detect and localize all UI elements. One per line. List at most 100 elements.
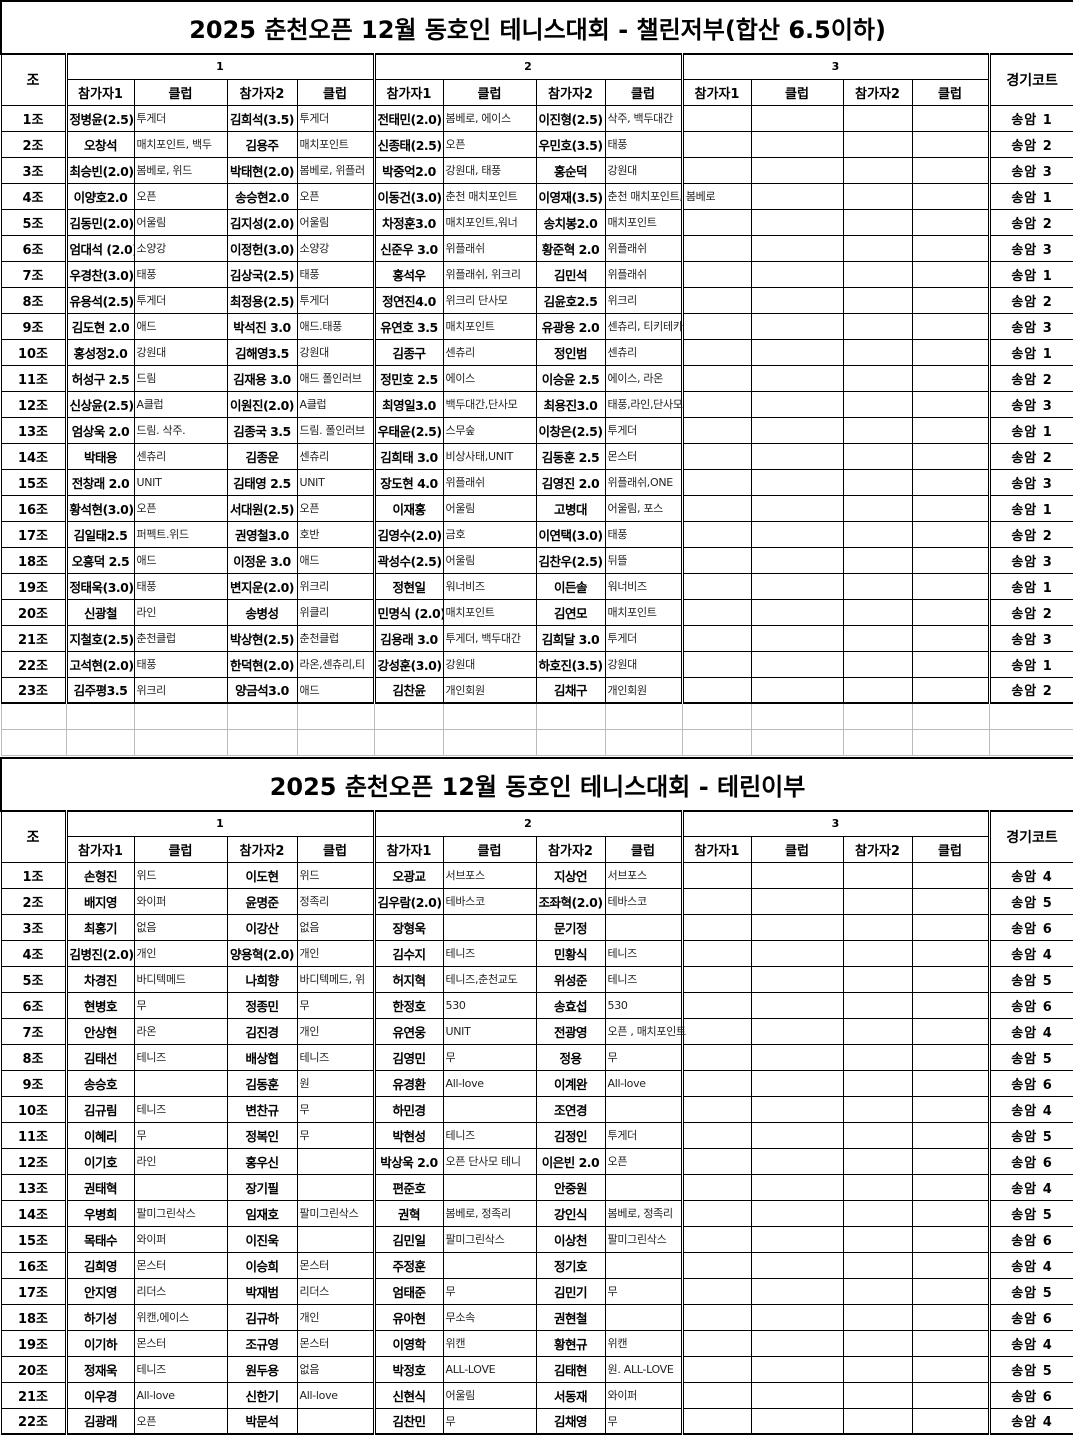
club-cell[interactable]: 투게더 (296, 286, 376, 314)
participant-cell[interactable]: 권혁 (372, 1199, 444, 1227)
club-cell[interactable]: 개인 (296, 1017, 376, 1045)
club-cell[interactable]: All-love (442, 1069, 537, 1097)
empty-group3-cell[interactable] (680, 312, 752, 340)
club-cell[interactable]: 매치포인트 (296, 130, 376, 158)
court-cell[interactable]: 송암 5 (988, 1199, 1073, 1227)
club-cell[interactable]: 드림. 폴인러브 (296, 416, 376, 444)
club-cell[interactable]: 오픈 (133, 1407, 228, 1435)
club-cell[interactable]: 테니즈 (604, 939, 684, 967)
empty-cell[interactable] (681, 728, 752, 756)
participant-cell[interactable]: 이승윤 2.5 (535, 364, 606, 392)
participant-cell[interactable]: 이기하 (64, 1329, 135, 1357)
court-cell[interactable]: 송암 2 (988, 598, 1073, 626)
club-cell[interactable] (296, 1147, 376, 1175)
club-cell[interactable]: UNIT (133, 468, 228, 496)
participant-cell[interactable]: 김종구 (372, 338, 444, 366)
empty-group3-cell[interactable] (842, 1329, 913, 1357)
club-cell[interactable] (604, 1095, 684, 1123)
participant-cell[interactable]: 안중원 (535, 1173, 606, 1201)
club-cell[interactable]: UNIT (296, 468, 376, 496)
empty-cell[interactable] (133, 728, 228, 756)
court-cell[interactable]: 송암 4 (988, 1017, 1073, 1045)
participant-cell[interactable]: 김지성(2.0) (226, 208, 298, 236)
participant-cell[interactable]: 우병희 (64, 1199, 135, 1227)
participant-cell[interactable]: 김광래 (64, 1407, 135, 1435)
participant-cell[interactable]: 이기호 (64, 1147, 135, 1175)
empty-group3-cell[interactable] (750, 182, 844, 210)
empty-cell[interactable] (988, 728, 1073, 756)
club-cell[interactable]: 강원대 (442, 650, 537, 678)
participant-cell[interactable]: 차경진 (64, 965, 135, 993)
empty-group3-cell[interactable] (680, 676, 752, 704)
participant-cell[interactable]: 권영철3.0 (226, 520, 298, 548)
court-cell[interactable]: 송암 4 (988, 1251, 1073, 1279)
club-cell[interactable]: 백두대간,단사모 (442, 390, 537, 418)
club-cell[interactable]: 투게더 (296, 104, 376, 132)
participant-cell[interactable]: 김상국(2.5) (226, 260, 298, 288)
empty-group3-cell[interactable] (842, 572, 913, 600)
court-cell[interactable]: 송암 4 (988, 861, 1073, 889)
empty-group3-cell[interactable] (750, 624, 844, 652)
empty-group3-cell[interactable] (680, 338, 752, 366)
empty-group3-cell[interactable] (680, 1173, 752, 1201)
club-cell[interactable]: 어울림, 포스 (604, 494, 684, 522)
court-cell[interactable]: 송암 1 (988, 494, 1073, 522)
club-cell[interactable]: 위플래쉬 (604, 234, 684, 262)
club-cell[interactable]: 태풍 (133, 572, 228, 600)
club-cell[interactable]: 오픈 단사모 테니 (442, 1147, 537, 1175)
participant-cell[interactable]: 한덕현(2.0) (226, 650, 298, 678)
empty-group3-cell[interactable] (750, 1147, 844, 1175)
participant-cell[interactable]: 최영일3.0 (372, 390, 444, 418)
court-cell[interactable]: 송암 4 (988, 1173, 1073, 1201)
club-cell[interactable]: 투게더 (604, 624, 684, 652)
empty-group3-cell[interactable] (842, 494, 913, 522)
club-cell[interactable]: 무 (604, 1043, 684, 1071)
empty-group3-cell[interactable] (842, 286, 913, 314)
club-cell[interactable]: 몬스터 (604, 442, 684, 470)
participant-cell[interactable]: 김주평3.5 (64, 676, 135, 704)
empty-group3-cell[interactable] (680, 442, 752, 470)
empty-cell[interactable] (0, 728, 67, 756)
club-cell[interactable]: 매치포인트 (442, 312, 537, 340)
empty-group3-cell[interactable] (680, 286, 752, 314)
participant-cell[interactable]: 배지영 (64, 887, 135, 915)
participant-cell[interactable]: 권현철 (535, 1303, 606, 1331)
participant-cell[interactable]: 김용래 3.0 (372, 624, 444, 652)
club-cell[interactable]: 오픈 (133, 494, 228, 522)
court-cell[interactable]: 송암 2 (988, 676, 1073, 704)
participant-cell[interactable]: 이상천 (535, 1225, 606, 1253)
participant-cell[interactable]: 오창석 (64, 130, 135, 158)
participant-cell[interactable]: 김종국 3.5 (226, 416, 298, 444)
participant-cell[interactable]: 송승현2.0 (226, 182, 298, 210)
club-cell[interactable]: 소양강 (133, 234, 228, 262)
empty-group3-cell[interactable] (842, 208, 913, 236)
empty-group3-cell[interactable] (911, 1173, 991, 1201)
club-cell[interactable]: 개인회원 (442, 676, 537, 704)
participant-cell[interactable]: 신광철 (64, 598, 135, 626)
empty-group3-cell[interactable] (911, 1277, 991, 1305)
club-cell[interactable]: 위캔,에이스 (133, 1303, 228, 1331)
empty-group3-cell[interactable] (680, 234, 752, 262)
participant-cell[interactable]: 신준우 3.0 (372, 234, 444, 262)
club-cell[interactable]: 개인 (296, 939, 376, 967)
empty-group3-cell[interactable] (911, 520, 991, 548)
empty-group3-cell[interactable] (680, 156, 752, 184)
participant-cell[interactable]: 전태민(2.0) (372, 104, 444, 132)
participant-cell[interactable]: 허성구 2.5 (64, 364, 135, 392)
empty-group3-cell[interactable] (750, 494, 844, 522)
court-cell[interactable]: 송암 3 (988, 390, 1073, 418)
club-cell[interactable]: All-love (296, 1381, 376, 1409)
empty-group3-cell[interactable] (680, 991, 752, 1019)
empty-cell[interactable] (226, 702, 298, 730)
participant-cell[interactable]: 문기정 (535, 913, 606, 941)
participant-cell[interactable]: 고병대 (535, 494, 606, 522)
empty-group3-cell[interactable] (842, 1199, 913, 1227)
empty-group3-cell[interactable] (842, 312, 913, 340)
participant-cell[interactable]: 지철호(2.5) (64, 624, 135, 652)
club-cell[interactable]: 강원대, 태풍 (442, 156, 537, 184)
empty-cell[interactable] (296, 702, 375, 730)
participant-cell[interactable]: 이우경 (64, 1381, 135, 1409)
participant-cell[interactable]: 지상언 (535, 861, 606, 889)
participant-cell[interactable]: 이원진(2.0) (226, 390, 298, 418)
empty-group3-cell[interactable] (911, 676, 991, 704)
